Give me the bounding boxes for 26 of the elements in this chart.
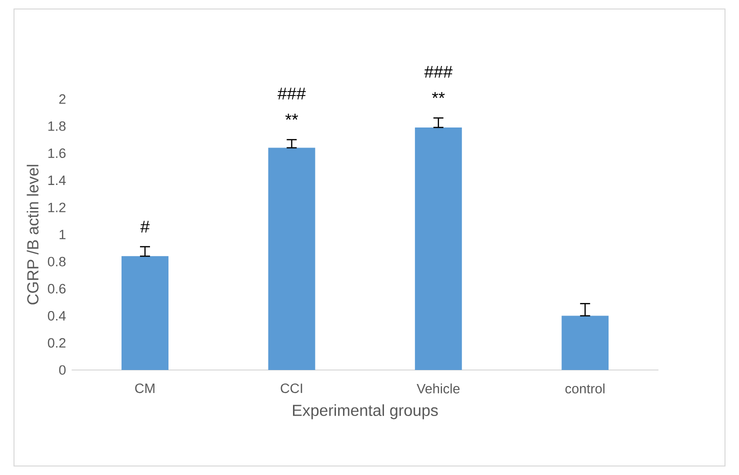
y-tick-label: 0.8 [48,256,66,266]
annotation: ** [285,114,298,120]
y-tick-label: 1 [60,230,66,240]
text: ### [424,66,452,78]
bar [414,127,462,370]
y-tick-label: 1.8 [48,121,66,131]
x-axis-title: Experimental groups [292,404,438,420]
y-tick-label: 0.2 [48,338,66,348]
x-tick-label: Vehicle [416,384,460,394]
annotation: ### [278,88,306,100]
annotation: ** [432,92,445,98]
y-axis-title: CGRP /B actin level [26,164,39,304]
bar [268,148,316,370]
x-tick-label: CM [135,384,154,394]
y-tick-label: 1.2 [48,202,66,212]
y-tick-label: 1.6 [48,148,66,158]
y-tick-label: 0 [59,365,66,375]
bar [562,316,609,370]
y-tick-label: 1.4 [48,176,66,185]
x-tick-label: CCI [280,384,302,394]
y-tick-label: 0.6 [48,284,66,294]
y-tick-label: 2 [59,94,66,104]
x-tick-label: control [565,384,604,394]
annotation: # [140,220,150,232]
bar [122,256,168,370]
y-tick-label: 0.4 [48,311,66,321]
